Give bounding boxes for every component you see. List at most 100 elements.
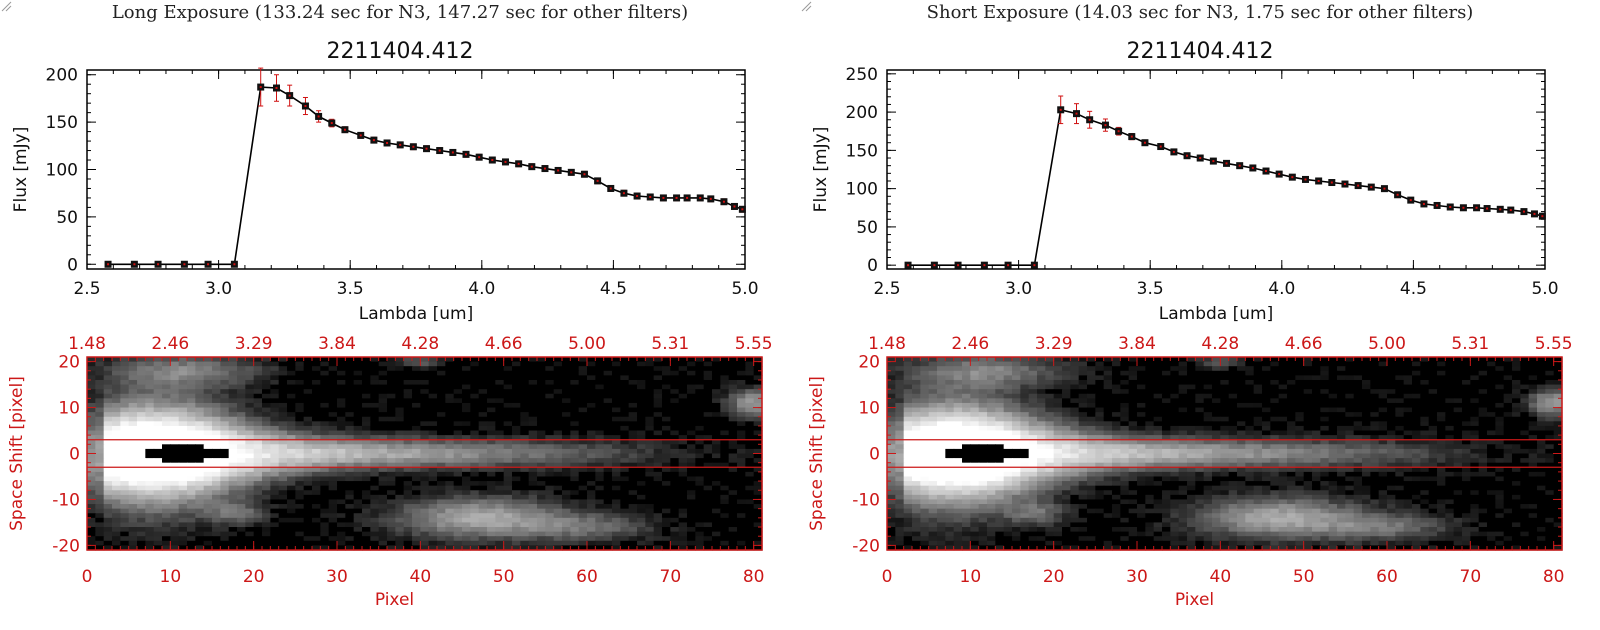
image-pixel: [395, 467, 405, 473]
image-pixel: [370, 416, 380, 422]
image-pixel: [712, 481, 721, 487]
image-pixel: [720, 527, 730, 533]
image-pixel: [178, 439, 188, 445]
image-pixel: [337, 536, 346, 542]
data-point-center: [157, 263, 160, 266]
image-pixel: [737, 389, 746, 395]
image-pixel: [428, 357, 438, 363]
resize-grip-icon[interactable]: [0, 0, 12, 12]
image-pixel: [1370, 384, 1380, 390]
image-pixel: [562, 494, 571, 501]
image-pixel: [587, 462, 596, 468]
image-pixel: [703, 485, 713, 491]
image-pixel: [362, 485, 371, 491]
image-pixel: [628, 513, 638, 519]
image-pixel: [603, 481, 613, 487]
image-pixel: [353, 398, 363, 404]
image-pixel: [245, 467, 255, 473]
image-pixel: [228, 421, 238, 427]
image-pixel: [478, 517, 488, 524]
image-pixel: [1062, 384, 1071, 390]
image-pixel: [345, 435, 355, 441]
image-pixel: [1287, 389, 1296, 395]
image-pixel: [345, 366, 355, 372]
image-pixel: [87, 444, 96, 450]
image-pixel: [1253, 389, 1263, 395]
image-pixel: [970, 361, 980, 367]
image-pixel: [337, 504, 346, 510]
image-pixel: [278, 527, 288, 533]
image-pixel: [903, 375, 913, 381]
image-pixel: [103, 494, 113, 501]
image-pixel: [1195, 366, 1205, 372]
image-pixel: [387, 416, 396, 422]
image-pixel: [895, 366, 905, 372]
image-pixel: [637, 425, 646, 432]
image-pixel: [712, 421, 721, 427]
image-pixel: [228, 499, 238, 505]
image-pixel: [270, 508, 280, 514]
image-pixel: [170, 508, 180, 514]
image-pixel: [462, 425, 471, 432]
image-pixel: [653, 453, 663, 459]
image-pixel: [745, 462, 755, 468]
image-pixel: [595, 448, 605, 455]
image-pixel: [728, 379, 738, 386]
image-pixel: [737, 421, 746, 427]
image-pixel: [745, 384, 755, 390]
image-pixel: [420, 462, 430, 468]
image-pixel: [362, 430, 371, 436]
image-pixel: [595, 467, 605, 473]
image-pixel: [1437, 384, 1446, 390]
image-pixel: [503, 384, 513, 390]
image-pixel: [303, 540, 313, 547]
image-pixel: [720, 375, 730, 381]
image-pixel: [528, 430, 538, 436]
image-pixel: [353, 421, 363, 427]
image-pixel: [145, 435, 155, 441]
image-pixel: [670, 357, 680, 363]
image-pixel: [1212, 389, 1221, 395]
image-pixel: [645, 458, 655, 464]
image-pixel: [345, 448, 355, 455]
image-x-tick-label: 30: [326, 567, 348, 587]
image-pixel: [220, 499, 230, 505]
image-pixel: [278, 513, 288, 519]
image-pixel: [1337, 357, 1346, 363]
image-pixel: [95, 481, 105, 487]
image-pixel: [562, 481, 571, 487]
image-pixel: [112, 435, 121, 441]
image-pixel: [687, 517, 696, 524]
image-pixel: [220, 439, 230, 445]
image-pixel: [420, 540, 430, 547]
image-pixel: [653, 540, 663, 547]
image-pixel: [395, 366, 405, 372]
image-pixel: [228, 448, 238, 455]
image-pixel: [1395, 375, 1405, 381]
data-point-center: [1533, 212, 1536, 215]
image-pixel: [470, 499, 480, 505]
image-pixel: [503, 504, 513, 510]
image-pixel: [287, 494, 296, 501]
image-pixel: [670, 416, 680, 422]
image-pixel: [570, 421, 580, 427]
image-pixel: [253, 375, 263, 381]
image-pixel: [437, 366, 446, 372]
image-pixel: [487, 536, 496, 542]
image-pixel: [262, 412, 271, 418]
image-pixel: [545, 421, 555, 427]
image-pixel: [403, 458, 413, 464]
image-pixel: [303, 490, 313, 496]
image-pixel: [453, 536, 463, 542]
image-pixel: [503, 357, 513, 363]
image-pixel: [170, 379, 180, 386]
image-pixel: [478, 458, 488, 464]
image-pixel: [687, 444, 696, 450]
image-pixel: [587, 370, 596, 376]
flux-line: [908, 108, 1543, 267]
image-pixel: [237, 379, 246, 386]
image-pixel: [245, 430, 255, 436]
image-pixel: [395, 462, 405, 468]
image-x-axis-label: Pixel: [375, 590, 414, 610]
image-pixel: [445, 490, 455, 496]
